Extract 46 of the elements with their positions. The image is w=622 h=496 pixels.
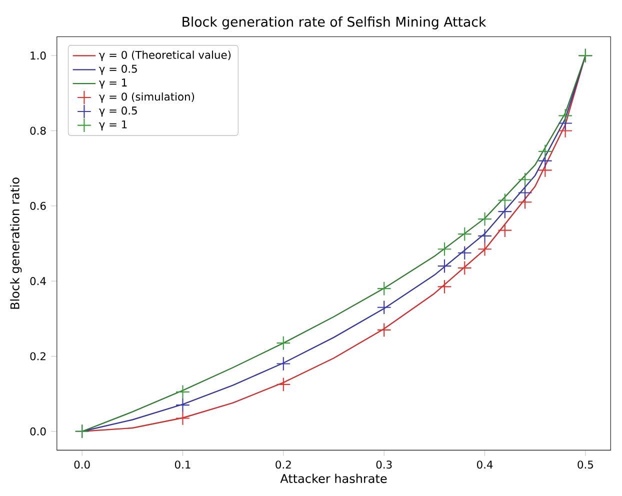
- point: [478, 228, 492, 244]
- x-tick-label: 0.2: [276, 460, 291, 469]
- point: [498, 193, 512, 208]
- legend-label: γ = 0 (simulation): [99, 92, 194, 103]
- point: [558, 108, 573, 123]
- point: [376, 281, 392, 296]
- point: [437, 279, 452, 294]
- chart-title: Block generation rate of Selfish Mining Attack: [182, 16, 486, 30]
- x-tick-label: 0.0: [74, 460, 90, 469]
- point: [457, 226, 472, 242]
- point: [276, 377, 291, 392]
- point: [176, 398, 190, 412]
- legend-label: γ = 0 (Theoretical value): [99, 50, 231, 61]
- point: [538, 144, 552, 159]
- legend-label: γ = 1: [99, 120, 127, 130]
- point: [478, 212, 492, 226]
- point: [176, 411, 190, 426]
- point: [437, 242, 452, 256]
- point: [457, 260, 472, 276]
- y-tick-label: 0.0: [30, 427, 46, 436]
- y-tick-label: 0.6: [30, 202, 46, 210]
- point: [376, 300, 392, 315]
- point: [276, 336, 291, 350]
- x-tick-label: 0.4: [477, 460, 493, 469]
- y-tick-label: 1.0: [30, 52, 46, 60]
- point: [376, 322, 392, 338]
- point: [457, 246, 472, 260]
- x-tick-label: 0.1: [174, 460, 190, 469]
- y-tick-label: 0.2: [30, 352, 46, 360]
- point: [518, 186, 532, 200]
- legend-label: γ = 0.5: [99, 64, 137, 75]
- point: [437, 258, 452, 274]
- y-tick-label: 0.4: [30, 276, 46, 286]
- point: [498, 204, 512, 219]
- point: [478, 242, 492, 256]
- x-tick-label: 0.3: [376, 460, 392, 469]
- x-tick-label: 0.5: [578, 460, 593, 469]
- legend-label: γ = 0.5: [99, 106, 137, 117]
- y-axis-title: Block generation ratio: [10, 178, 22, 309]
- x-axis-title: Attacker hashrate: [280, 474, 387, 484]
- point: [518, 172, 532, 187]
- y-tick-label: 0.8: [30, 126, 46, 135]
- legend-label: γ = 1: [99, 78, 127, 89]
- point: [176, 384, 190, 400]
- point: [498, 223, 512, 238]
- point: [276, 356, 291, 371]
